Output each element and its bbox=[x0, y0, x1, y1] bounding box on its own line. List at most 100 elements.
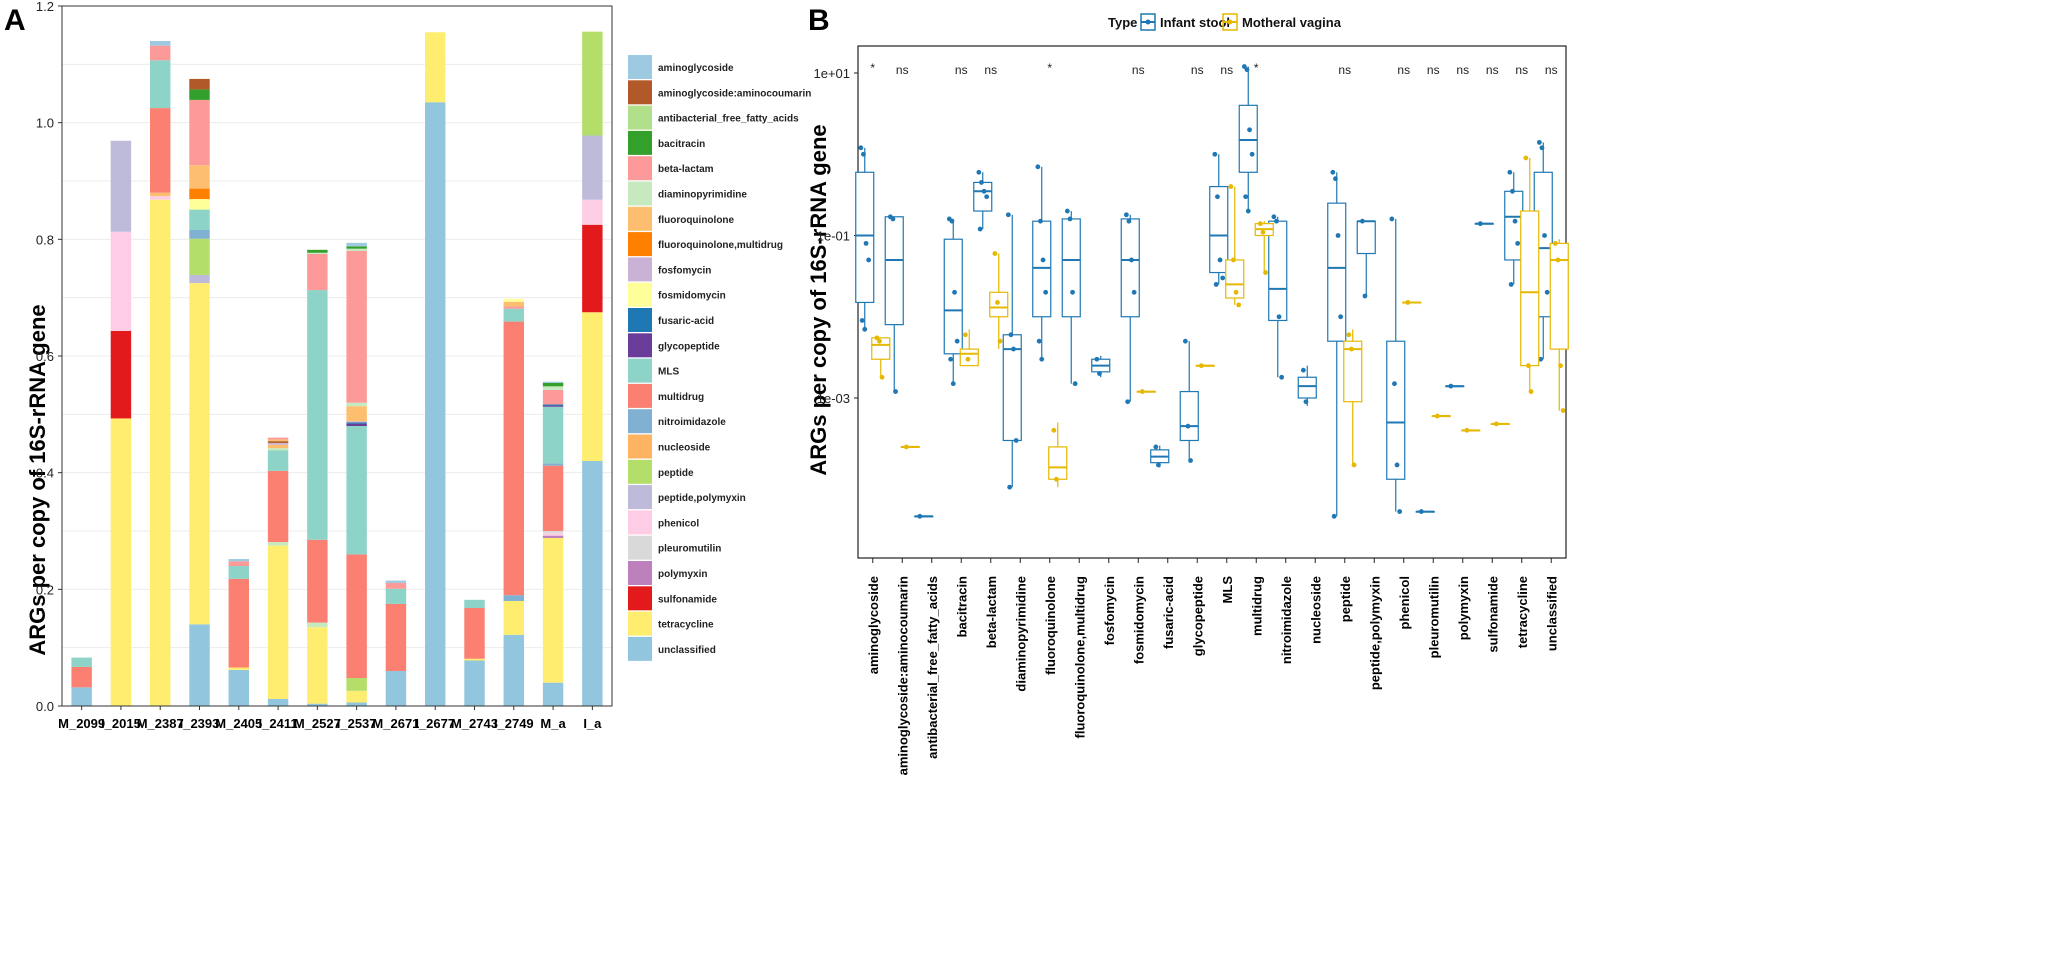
bar-segment-i-2537-glycopeptide bbox=[346, 423, 367, 426]
bar-segment-i-2393-bacitracin bbox=[189, 89, 210, 100]
bar-segment-i-2537-tetracycline bbox=[346, 690, 367, 703]
bar-segment-i-2537-multidrug bbox=[346, 554, 367, 678]
legend-label-fosmidomycin: fosmidomycin bbox=[658, 291, 726, 302]
bar-segment-m-2527-bacitracin bbox=[307, 249, 328, 253]
point-infant-stool-aminoglycoside-aminocoumarin bbox=[893, 389, 898, 394]
legend-label-nitroimidazole: nitroimidazole bbox=[658, 417, 726, 428]
legend-swatch-phenicol bbox=[628, 510, 652, 535]
bar-segment-i-2537-fosfomycin bbox=[346, 421, 367, 423]
point-infant-stool-phenicol bbox=[1394, 462, 1400, 468]
point-infant-stool-beta-lactam bbox=[981, 188, 987, 194]
legend-label-peptide: peptide bbox=[658, 468, 694, 479]
bar-segment-i-2411-tetracycline bbox=[267, 545, 289, 699]
panel-b-x-tick-label-phenicol: phenicol bbox=[1397, 576, 1412, 629]
point-motheral-vagina-sulfonamide bbox=[1493, 421, 1499, 427]
bar-segment-m-a-beta-lactam bbox=[542, 389, 564, 405]
bar-segment-i-2749-beta-lactam bbox=[503, 306, 524, 309]
bar-segment-m-2671-beta-lactam bbox=[385, 582, 407, 589]
legend-swatch-tetracycline bbox=[628, 611, 652, 636]
panel-b-x-tick-label-mls: MLS bbox=[1220, 576, 1235, 604]
bar-segment-m-2743-tetracycline bbox=[464, 658, 485, 661]
significance-marker-beta-lactam: ns bbox=[984, 63, 997, 77]
point-infant-stool-peptide bbox=[1330, 169, 1336, 175]
bar-segment-i-2537-diaminopyrimidine bbox=[346, 402, 367, 407]
bar-segment-m-2527-diaminopyrimidine bbox=[307, 622, 328, 628]
point-infant-stool-peptide bbox=[1335, 233, 1341, 238]
bar-segment-m-2405-mls bbox=[228, 566, 249, 579]
legend-label-aminoglycoside-aminocoumarin: aminoglycoside:aminocoumarin bbox=[658, 88, 811, 99]
panel-b-x-tick-label-fluoroquinolone: fluoroquinolone bbox=[1043, 576, 1058, 675]
bar-segment-i-2537-fluoroquinolone bbox=[346, 406, 367, 422]
legend-swatch-fluoroquinolone bbox=[628, 206, 652, 231]
significance-marker-phenicol: ns bbox=[1397, 63, 1410, 77]
panel-b-y-axis-title: ARGs per copy of 16S-rRNA gene bbox=[806, 124, 831, 475]
bar-segment-m-a-pleuromutilin bbox=[542, 531, 564, 534]
legend-swatch-aminoglycoside bbox=[628, 55, 652, 79]
bar-segment-m-a-unclassified bbox=[542, 682, 564, 706]
bar-segment-m-a-aminoglycoside bbox=[542, 381, 564, 383]
point-infant-stool-glycopeptide bbox=[1188, 458, 1193, 463]
point-infant-stool-unclassified bbox=[1544, 289, 1550, 295]
box-infant-stool-aminoglycoside-aminocoumarin bbox=[884, 216, 904, 326]
panel-a-x-tick-label-m-2671: M_2671 bbox=[372, 716, 419, 731]
point-infant-stool-peptide-polymyxin bbox=[1362, 293, 1368, 299]
point-motheral-vagina-pleuromutilin bbox=[1434, 413, 1440, 419]
point-motheral-vagina-unclassified bbox=[1560, 408, 1566, 413]
point-infant-stool-fluoroquinolone bbox=[1043, 289, 1049, 295]
bar-segment-m-2527-diaminopyrimidine bbox=[307, 252, 328, 254]
legend-motheral-vagina: Motheral vagina bbox=[1242, 15, 1342, 30]
point-infant-stool-fosmidomycin bbox=[1131, 289, 1137, 295]
point-infant-stool-fosfomycin bbox=[1097, 371, 1102, 376]
panel-a-plot-frame bbox=[61, 5, 613, 707]
bar-segment-i-2537-unclassified bbox=[346, 702, 367, 706]
legend-swatch-beta-lactam bbox=[628, 156, 652, 181]
bar-segment-i-2537-beta-lactam bbox=[346, 251, 367, 403]
box-infant-stool-bacitracin bbox=[943, 238, 963, 355]
point-motheral-vagina-unclassified bbox=[1552, 240, 1558, 246]
legend-swatch-fosmidomycin bbox=[628, 282, 652, 307]
point-infant-stool-pleuromutilin bbox=[1418, 509, 1424, 514]
box-infant-stool-aminoglycoside bbox=[855, 171, 875, 304]
point-infant-stool-mls bbox=[1213, 282, 1219, 287]
legend-label-beta-lactam: beta-lactam bbox=[658, 164, 714, 175]
panel-b-x-tick-label-diaminopyrimidine: diaminopyrimidine bbox=[1013, 576, 1028, 692]
point-infant-stool-phenicol bbox=[1397, 509, 1403, 514]
point-infant-stool-fusaric-acid bbox=[1153, 444, 1159, 450]
point-infant-stool-fosmidomycin bbox=[1129, 257, 1134, 263]
point-infant-stool-mls bbox=[1212, 151, 1218, 157]
panel-b-x-tick-label-pleuromutilin: pleuromutilin bbox=[1426, 576, 1441, 658]
bar-segment-i-2393-tetracycline bbox=[189, 283, 210, 625]
point-infant-stool-aminoglycoside-aminocoumarin bbox=[890, 216, 896, 222]
bar-segment-m-2743-multidrug bbox=[464, 608, 485, 659]
bar-segment-i-a-sulfonamide bbox=[582, 224, 603, 313]
bar-segment-i-2393-nitroimidazole bbox=[189, 230, 210, 239]
legend-swatch-peptide bbox=[628, 459, 652, 484]
significance-marker-polymyxin: ns bbox=[1456, 63, 1469, 77]
point-infant-stool-nucleoside bbox=[1300, 367, 1306, 373]
panel-b-label: B bbox=[808, 4, 830, 37]
bar-segment-i-2537-diaminopyrimidine bbox=[346, 248, 367, 251]
point-infant-stool-glycopeptide bbox=[1185, 423, 1191, 429]
bar-segment-m-a-tetracycline bbox=[542, 538, 564, 683]
panel-b-x-tick-label-fusaric-acid: fusaric-acid bbox=[1161, 576, 1176, 649]
bar-segment-i-2537-peptide bbox=[346, 678, 367, 691]
point-infant-stool-polymyxin bbox=[1448, 383, 1454, 389]
point-motheral-vagina-unclassified bbox=[1558, 363, 1563, 369]
bar-segment-m-2387-fluoroquinolone bbox=[150, 192, 171, 197]
point-infant-stool-fluoroquinolone-multidrug bbox=[1064, 208, 1070, 214]
bar-segment-m-2387-tetracycline bbox=[150, 199, 171, 706]
box-motheral-vagina-unclassified bbox=[1549, 242, 1569, 350]
legend-label-mls: MLS bbox=[658, 367, 679, 378]
point-infant-stool-peptide-polymyxin bbox=[1359, 218, 1365, 224]
point-infant-stool-aminoglycoside bbox=[866, 257, 872, 263]
point-motheral-vagina-tetracycline bbox=[1528, 389, 1534, 394]
bar-segment-i-2749-nitroimidazole bbox=[503, 595, 524, 601]
panel-a-y-tick-label: 0.0 bbox=[36, 699, 54, 714]
point-motheral-vagina-bacitracin bbox=[965, 356, 971, 362]
bar-segment-i-a-peptide-polymyxin bbox=[582, 135, 603, 200]
bar-segment-i-2393-mls bbox=[189, 209, 210, 230]
panel-b-x-tick-label-nitroimidazole: nitroimidazole bbox=[1279, 576, 1294, 664]
bar-segment-i-2749-tetracycline bbox=[503, 601, 524, 635]
bar-segment-i-2393-beta-lactam bbox=[189, 99, 210, 166]
point-motheral-vagina-multidrug bbox=[1263, 270, 1268, 275]
